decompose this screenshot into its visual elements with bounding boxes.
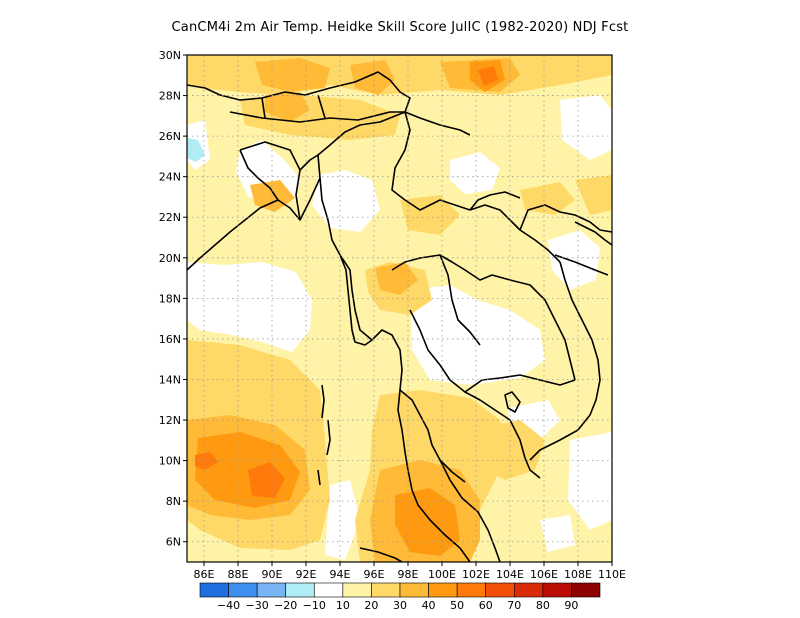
colorbar-label: 30 bbox=[393, 599, 407, 612]
lon-tick-label: 96E bbox=[364, 568, 385, 581]
colorbar-swatch bbox=[256, 582, 287, 598]
colorbar bbox=[199, 582, 601, 598]
colorbar-swatch bbox=[371, 582, 401, 598]
colorbar-label: 70 bbox=[507, 599, 521, 612]
colorbar-label: 60 bbox=[479, 599, 493, 612]
longitude-axis: 86E 88E 90E 92E 94E 96E 98E 100E 102E 104E 106E 108… bbox=[194, 562, 626, 581]
colorbar-swatch bbox=[513, 582, 544, 598]
colorbar-swatch bbox=[399, 582, 429, 598]
lat-tick-label: 30N bbox=[159, 49, 181, 62]
lat-tick-label: 16N bbox=[159, 333, 181, 346]
colorbar-swatch bbox=[313, 582, 344, 598]
lon-tick-label: 88E bbox=[228, 568, 249, 581]
colorbar-label: 40 bbox=[422, 599, 436, 612]
lat-tick-label: 18N bbox=[159, 292, 181, 305]
lon-tick-label: 108E bbox=[564, 568, 592, 581]
colorbar-label: −30 bbox=[246, 599, 269, 612]
skill-50-60-regions bbox=[195, 66, 498, 498]
colorbar-label: 80 bbox=[536, 599, 550, 612]
colorbar-swatch bbox=[228, 582, 258, 598]
colorbar-swatch bbox=[456, 582, 487, 598]
latitude-axis: 30N 28N 26N 24N 22N 20N 18N 16N 14N 12N 10N 8N 6N bbox=[159, 49, 187, 549]
skill-near-zero-regions bbox=[187, 95, 612, 560]
plot-frame bbox=[186, 54, 613, 563]
colorbar-swatch bbox=[285, 582, 315, 598]
lat-tick-label: 12N bbox=[159, 414, 181, 427]
colorbar-labels: −40 −30 −20 −10 10 20 30 40 50 60 70 80 90 bbox=[217, 599, 578, 612]
colorbar-label: −20 bbox=[274, 599, 297, 612]
lon-tick-label: 110E bbox=[598, 568, 626, 581]
colorbar-label: 10 bbox=[336, 599, 350, 612]
lat-tick-label: 6N bbox=[166, 536, 181, 549]
lat-tick-label: 14N bbox=[159, 373, 181, 386]
colorbar-label: 90 bbox=[564, 599, 578, 612]
lon-tick-label: 90E bbox=[262, 568, 283, 581]
colorbar-label: 50 bbox=[450, 599, 464, 612]
lon-tick-label: 94E bbox=[330, 568, 351, 581]
lon-tick-label: 98E bbox=[398, 568, 419, 581]
lat-tick-label: 24N bbox=[159, 171, 181, 184]
lat-tick-label: 22N bbox=[159, 211, 181, 224]
colorbar-swatch bbox=[542, 582, 572, 598]
lat-tick-label: 28N bbox=[159, 90, 181, 103]
colorbar-swatch bbox=[428, 582, 458, 598]
lon-tick-label: 102E bbox=[462, 568, 490, 581]
lon-tick-label: 106E bbox=[530, 568, 558, 581]
colorbar-swatch bbox=[342, 582, 372, 598]
lat-tick-label: 20N bbox=[159, 252, 181, 265]
lat-tick-label: 8N bbox=[166, 495, 181, 508]
lat-tick-label: 10N bbox=[159, 455, 181, 468]
colorbar-label: 20 bbox=[364, 599, 378, 612]
coastlines-and-borders bbox=[187, 71, 612, 562]
map-title: CanCM4i 2m Air Temp. Heidke Skill Score … bbox=[171, 20, 629, 35]
colorbar-swatch bbox=[485, 582, 515, 598]
grid-lines bbox=[187, 55, 612, 562]
lon-tick-label: 104E bbox=[496, 568, 524, 581]
skill-negative-patch bbox=[187, 138, 205, 162]
colorbar-swatch bbox=[571, 582, 601, 598]
lat-tick-label: 26N bbox=[159, 130, 181, 143]
colorbar-label: −40 bbox=[217, 599, 240, 612]
colorbar-label: −10 bbox=[303, 599, 326, 612]
colorbar-swatch bbox=[199, 582, 229, 598]
lon-tick-label: 86E bbox=[194, 568, 215, 581]
lon-tick-label: 92E bbox=[296, 568, 317, 581]
lon-tick-label: 100E bbox=[428, 568, 456, 581]
